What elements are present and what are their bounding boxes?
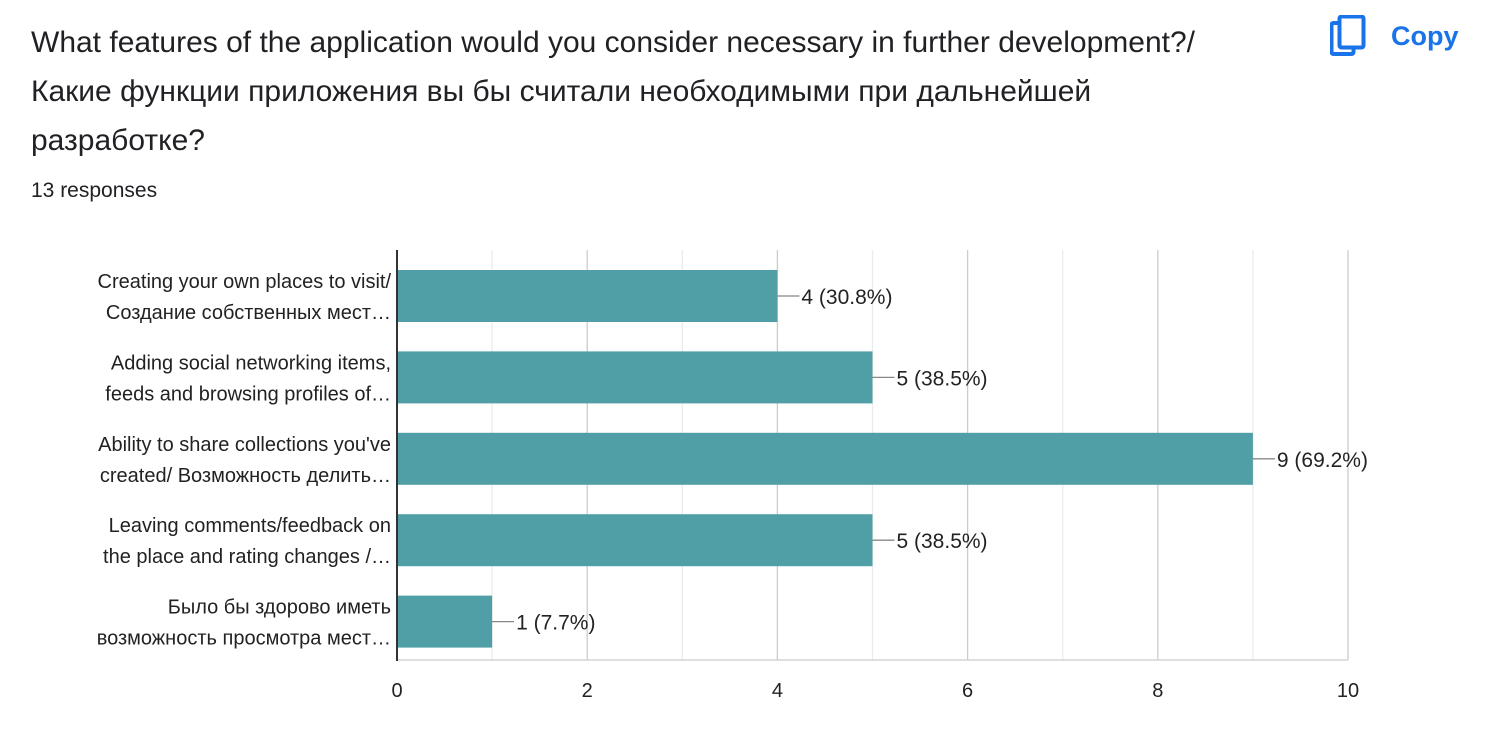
data-label: 5 (38.5%) xyxy=(897,530,988,553)
copy-button[interactable]: Copy xyxy=(1330,12,1470,60)
category-label: Leaving comments/feedback on xyxy=(109,515,391,537)
category-label: the place and rating changes /… xyxy=(103,546,391,568)
bar xyxy=(397,514,873,567)
category-label: feeds and browsing profiles of… xyxy=(105,383,391,405)
category-label: Создание собственных мест… xyxy=(106,302,391,324)
x-tick-label: 0 xyxy=(391,680,402,700)
category-label: Adding social networking items, xyxy=(111,352,391,374)
copy-icon xyxy=(1330,15,1366,57)
bar xyxy=(397,595,493,648)
bar xyxy=(397,270,778,322)
category-label: Было бы здорово иметь xyxy=(168,597,391,619)
category-label: Ability to share collections you've xyxy=(98,434,391,456)
response-count: 13 responses xyxy=(31,179,158,202)
question-title: What features of the application would y… xyxy=(31,26,1195,157)
x-tick-label: 8 xyxy=(1152,680,1163,700)
bar xyxy=(397,432,1253,485)
data-label: 4 (30.8%) xyxy=(801,286,892,309)
category-label: возможность просмотра мест… xyxy=(97,628,391,650)
x-tick-label: 2 xyxy=(582,680,593,700)
category-label: Creating your own places to visit/ xyxy=(98,271,392,293)
data-label: 1 (7.7%) xyxy=(516,612,595,635)
x-tick-label: 4 xyxy=(772,680,783,700)
copy-label: Copy xyxy=(1391,20,1459,51)
bar-chart: 0 2 4 6 8 10 4 (30.8%) Creating your own places… xyxy=(97,250,1368,700)
category-label: created/ Возможность делить… xyxy=(100,465,391,487)
bar xyxy=(397,351,873,404)
data-label: 9 (69.2%) xyxy=(1277,449,1368,472)
x-tick-label: 10 xyxy=(1337,680,1359,700)
x-tick-label: 6 xyxy=(962,680,973,700)
data-label: 5 (38.5%) xyxy=(897,367,988,390)
